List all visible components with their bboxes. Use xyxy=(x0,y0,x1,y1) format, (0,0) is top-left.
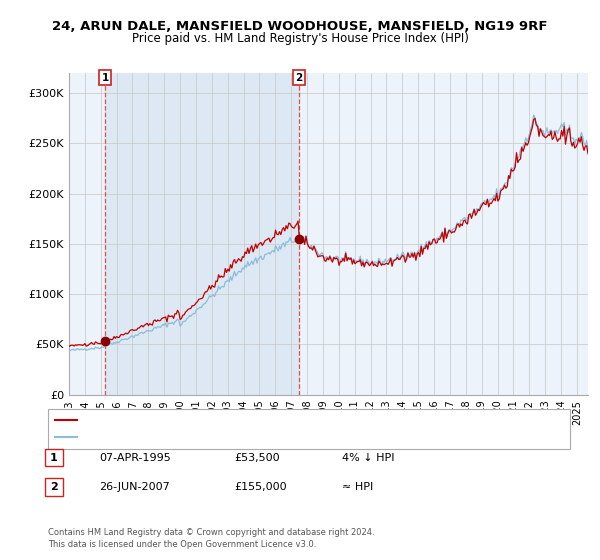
Text: 2: 2 xyxy=(50,482,58,492)
Text: 1: 1 xyxy=(50,452,58,463)
Text: £155,000: £155,000 xyxy=(234,482,287,492)
Text: ≈ HPI: ≈ HPI xyxy=(342,482,373,492)
Text: Price paid vs. HM Land Registry's House Price Index (HPI): Price paid vs. HM Land Registry's House … xyxy=(131,32,469,45)
Text: 24, ARUN DALE, MANSFIELD WOODHOUSE, MANSFIELD, NG19 9RF (detached house): 24, ARUN DALE, MANSFIELD WOODHOUSE, MANS… xyxy=(81,415,496,425)
Text: Contains HM Land Registry data © Crown copyright and database right 2024.: Contains HM Land Registry data © Crown c… xyxy=(48,528,374,536)
Bar xyxy=(105,73,299,395)
Text: HPI: Average price, detached house, Mansfield: HPI: Average price, detached house, Mans… xyxy=(81,432,309,442)
Text: 24, ARUN DALE, MANSFIELD WOODHOUSE, MANSFIELD, NG19 9RF: 24, ARUN DALE, MANSFIELD WOODHOUSE, MANS… xyxy=(52,20,548,32)
Text: £53,500: £53,500 xyxy=(234,452,280,463)
Text: This data is licensed under the Open Government Licence v3.0.: This data is licensed under the Open Gov… xyxy=(48,540,316,549)
Text: 1: 1 xyxy=(101,73,109,83)
Text: 4% ↓ HPI: 4% ↓ HPI xyxy=(342,452,395,463)
Text: 2: 2 xyxy=(295,73,302,83)
Text: 07-APR-1995: 07-APR-1995 xyxy=(99,452,171,463)
Text: 26-JUN-2007: 26-JUN-2007 xyxy=(99,482,170,492)
